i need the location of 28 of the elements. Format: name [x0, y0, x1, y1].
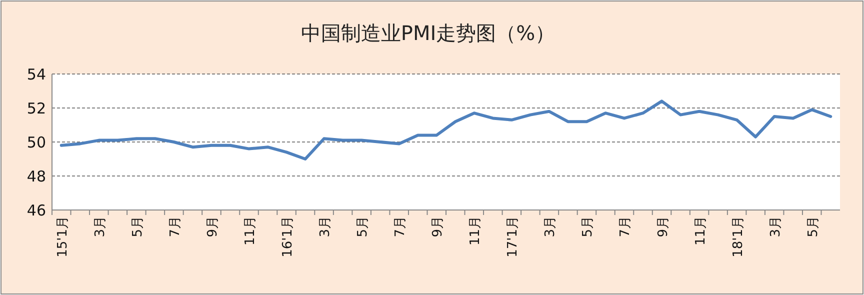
line-series [60, 100, 832, 160]
x-tick-label: 11月 [243, 216, 258, 246]
x-tick-label: 3月 [543, 216, 558, 238]
x-tick-label: 16'1月 [280, 216, 296, 258]
x-tick-label: 7月 [168, 216, 183, 238]
y-tick-label: 46 [26, 201, 46, 220]
x-tick-label: 9月 [430, 216, 446, 238]
x-tick-label: 11月 [468, 216, 484, 246]
chart-title: 中国制造业PMI走势图（%） [300, 21, 556, 45]
x-tick-label: 17'1月 [506, 216, 521, 258]
x-tick-label: 11月 [693, 216, 708, 246]
y-tick-label: 52 [26, 99, 46, 118]
x-tick-label: 15'1月 [55, 216, 70, 258]
x-tick-label: 9月 [656, 216, 671, 238]
y-tick-label: 50 [26, 133, 46, 152]
x-tick-label: 7月 [618, 216, 634, 238]
x-tick-label: 18'1月 [730, 216, 746, 258]
y-tick-label: 48 [26, 167, 46, 186]
x-tick-label: 3月 [92, 216, 108, 238]
x-tick-label: 5月 [130, 216, 146, 238]
y-tick-label: 54 [26, 65, 46, 84]
x-tick-label: 3月 [768, 216, 784, 238]
x-tick-label: 5月 [356, 216, 371, 238]
x-tick-label: 5月 [580, 216, 596, 238]
x-tick-label: 3月 [318, 216, 334, 238]
x-tick-label: 9月 [205, 216, 220, 238]
x-tick-label: 5月 [806, 216, 821, 238]
x-tick-label: 7月 [393, 216, 408, 238]
